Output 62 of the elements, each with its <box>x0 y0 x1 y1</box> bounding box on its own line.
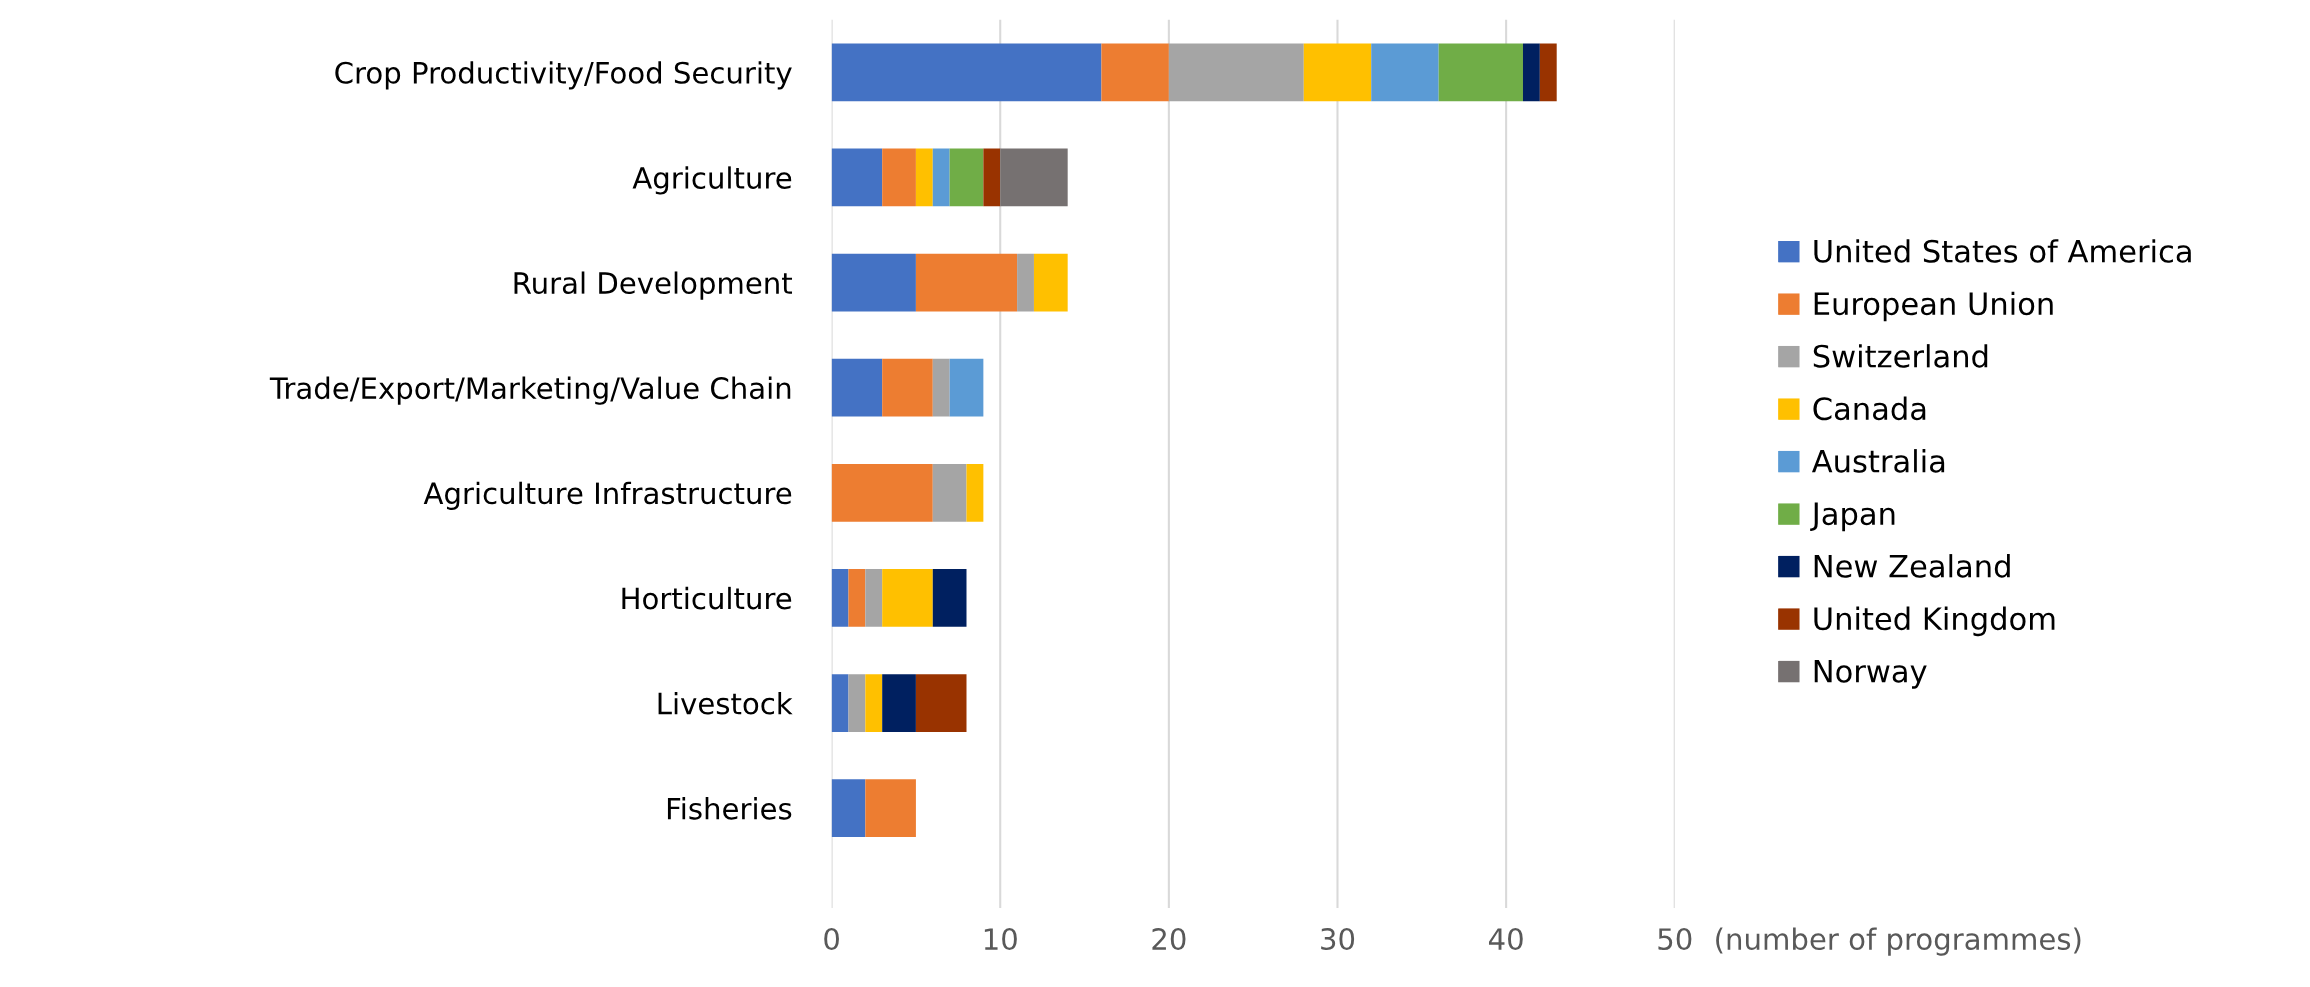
bar <box>831 253 916 312</box>
legend-label: Australia <box>1811 449 1945 473</box>
bar <box>882 148 916 207</box>
bar <box>1168 43 1304 102</box>
bar <box>1303 43 1372 102</box>
bar <box>831 148 883 207</box>
bar <box>882 358 933 417</box>
bar <box>882 569 933 627</box>
bar <box>932 358 950 417</box>
bar <box>1539 43 1557 102</box>
bar <box>1438 43 1523 102</box>
bar <box>831 569 849 627</box>
bar <box>1101 43 1169 102</box>
x-tick-label: 0 <box>824 928 839 951</box>
legend-label: New Zealand <box>1814 554 2010 578</box>
y-tick-label: Fisheries <box>667 797 792 820</box>
legend-label: Switzerland <box>1813 344 1988 368</box>
bar <box>966 463 984 522</box>
bar <box>848 674 866 732</box>
y-tick-label: Rural Development <box>514 271 793 300</box>
bar <box>831 358 883 417</box>
bar <box>1017 253 1034 312</box>
bar <box>865 569 883 627</box>
bar <box>831 674 849 732</box>
bar <box>1522 43 1540 102</box>
legend-label: United States of America <box>1814 239 2191 263</box>
bar <box>983 148 1001 207</box>
bar <box>831 43 1102 102</box>
legend-label: Norway <box>1814 660 1927 689</box>
x-tick-label: 40 <box>1488 928 1523 951</box>
legend-label: European Union <box>1814 291 2053 322</box>
bar <box>865 674 883 732</box>
x-tick-label: 10 <box>984 928 1017 951</box>
x-tick-label: 20 <box>1152 928 1186 951</box>
legend-label: Japan <box>1810 502 1895 532</box>
bar <box>949 358 984 417</box>
y-tick-label: Agriculture <box>632 166 792 195</box>
bar <box>915 148 933 207</box>
bar <box>831 779 866 838</box>
bar <box>1033 253 1068 312</box>
bar <box>932 569 967 627</box>
bar <box>915 674 967 732</box>
y-tick-label: Agriculture Infrastructure <box>423 481 792 510</box>
bar <box>915 253 1018 312</box>
bar <box>932 148 950 207</box>
bar <box>882 674 916 732</box>
x-axis-title: (number of programmes) <box>1716 927 2081 956</box>
bar <box>1000 148 1068 207</box>
bar <box>865 779 916 838</box>
legend-label: United Kingdom <box>1814 606 2055 637</box>
bar <box>932 463 967 522</box>
x-tick-label: 30 <box>1321 928 1355 951</box>
bar <box>949 148 984 207</box>
legend-label: Canada <box>1813 396 1926 421</box>
y-tick-label: Trade/Export/Marketing/Value Chain <box>269 376 791 405</box>
y-tick-label: Crop Productivity/Food Security <box>335 61 792 90</box>
bar <box>1371 43 1439 102</box>
y-tick-label: Livestock <box>658 691 793 715</box>
bar <box>831 463 933 522</box>
bar <box>848 569 866 627</box>
y-tick-label: Horticulture <box>622 586 792 610</box>
x-tick-label: 50 <box>1658 928 1692 951</box>
